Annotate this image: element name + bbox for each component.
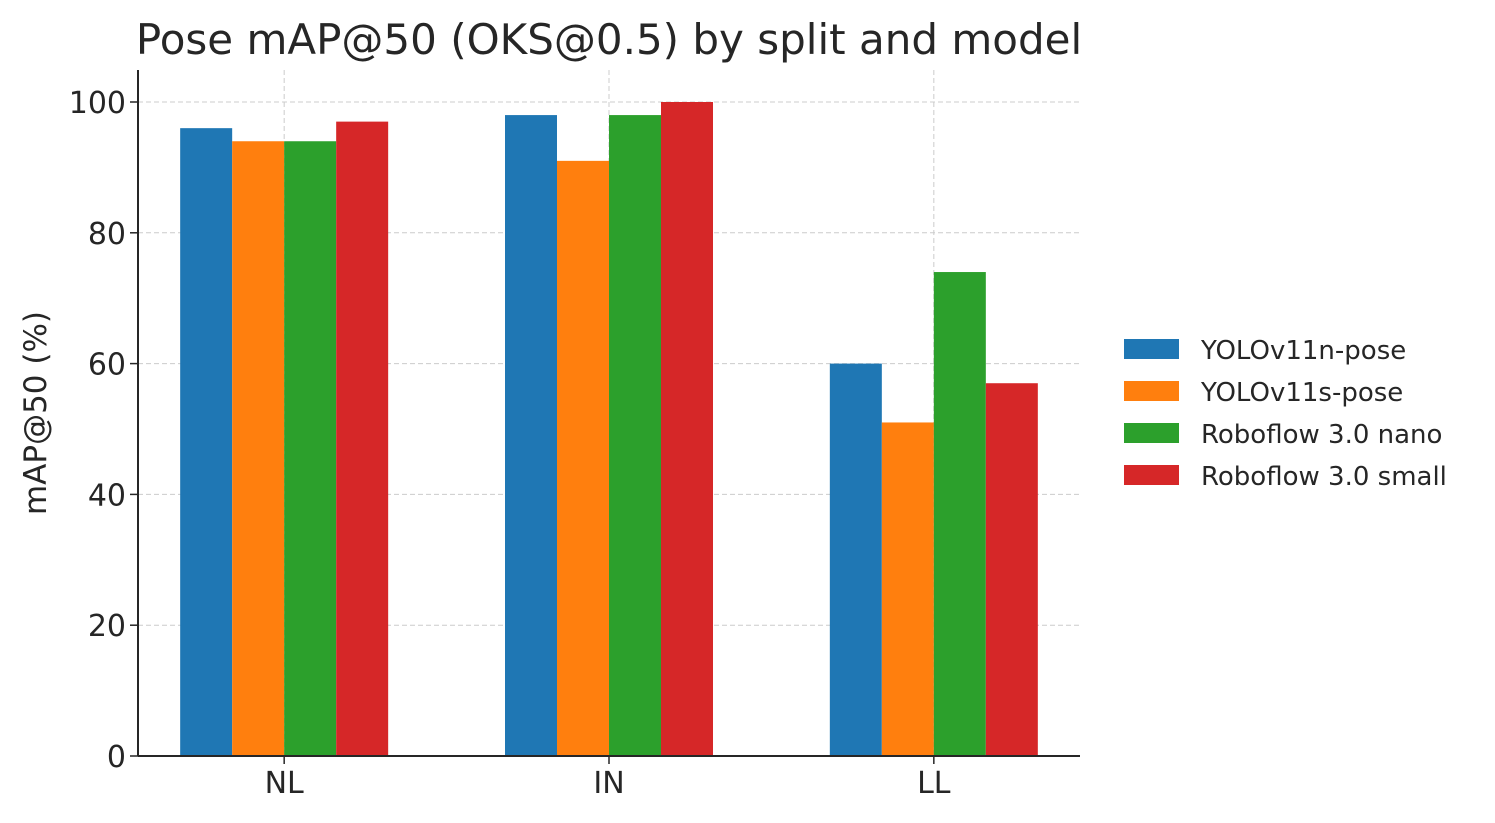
y-tick-label: 20 — [88, 609, 126, 644]
bar-in-1 — [557, 160, 609, 757]
legend-label: YOLOv11n-pose — [1200, 336, 1406, 366]
bar-ll-3 — [985, 383, 1038, 756]
legend-label: YOLOv11s-pose — [1200, 378, 1403, 408]
y-tick-label: 80 — [88, 217, 126, 252]
legend-swatch — [1124, 339, 1179, 359]
bar-in-2 — [609, 115, 661, 756]
x-tick-label: IN — [593, 766, 624, 801]
y-tick-label: 0 — [107, 740, 126, 775]
bar-in-0 — [505, 115, 557, 756]
bar-nl-2 — [284, 141, 337, 757]
y-tick-label: 40 — [88, 478, 126, 513]
bar-in-3 — [661, 102, 713, 756]
chart-title: Pose mAP@50 (OKS@0.5) by split and model — [136, 15, 1082, 64]
legend-label: Roboflow 3.0 small — [1201, 462, 1447, 492]
axes: 0 20 40 60 80 100 NL IN LL — [69, 70, 1080, 801]
x-tick-label: LL — [917, 766, 951, 801]
bars — [180, 102, 1038, 757]
y-axis-label: mAP@50 (%) — [18, 311, 54, 515]
bar-nl-1 — [232, 141, 285, 757]
bar-nl-3 — [336, 121, 389, 757]
y-tick-label: 60 — [88, 348, 126, 383]
bar-ll-1 — [881, 422, 934, 756]
bar-ll-0 — [829, 363, 882, 756]
legend-swatch — [1124, 423, 1179, 443]
bar-ll-2 — [933, 272, 986, 756]
legend-label: Roboflow 3.0 nano — [1201, 420, 1442, 450]
y-tick-label: 100 — [69, 86, 126, 121]
legend-swatch — [1124, 381, 1179, 401]
bar-nl-0 — [180, 128, 233, 756]
legend: YOLOv11n-pose YOLOv11s-pose Roboflow 3.0 n… — [1124, 336, 1447, 492]
x-tick-label: NL — [265, 766, 304, 801]
legend-swatch — [1124, 465, 1179, 485]
